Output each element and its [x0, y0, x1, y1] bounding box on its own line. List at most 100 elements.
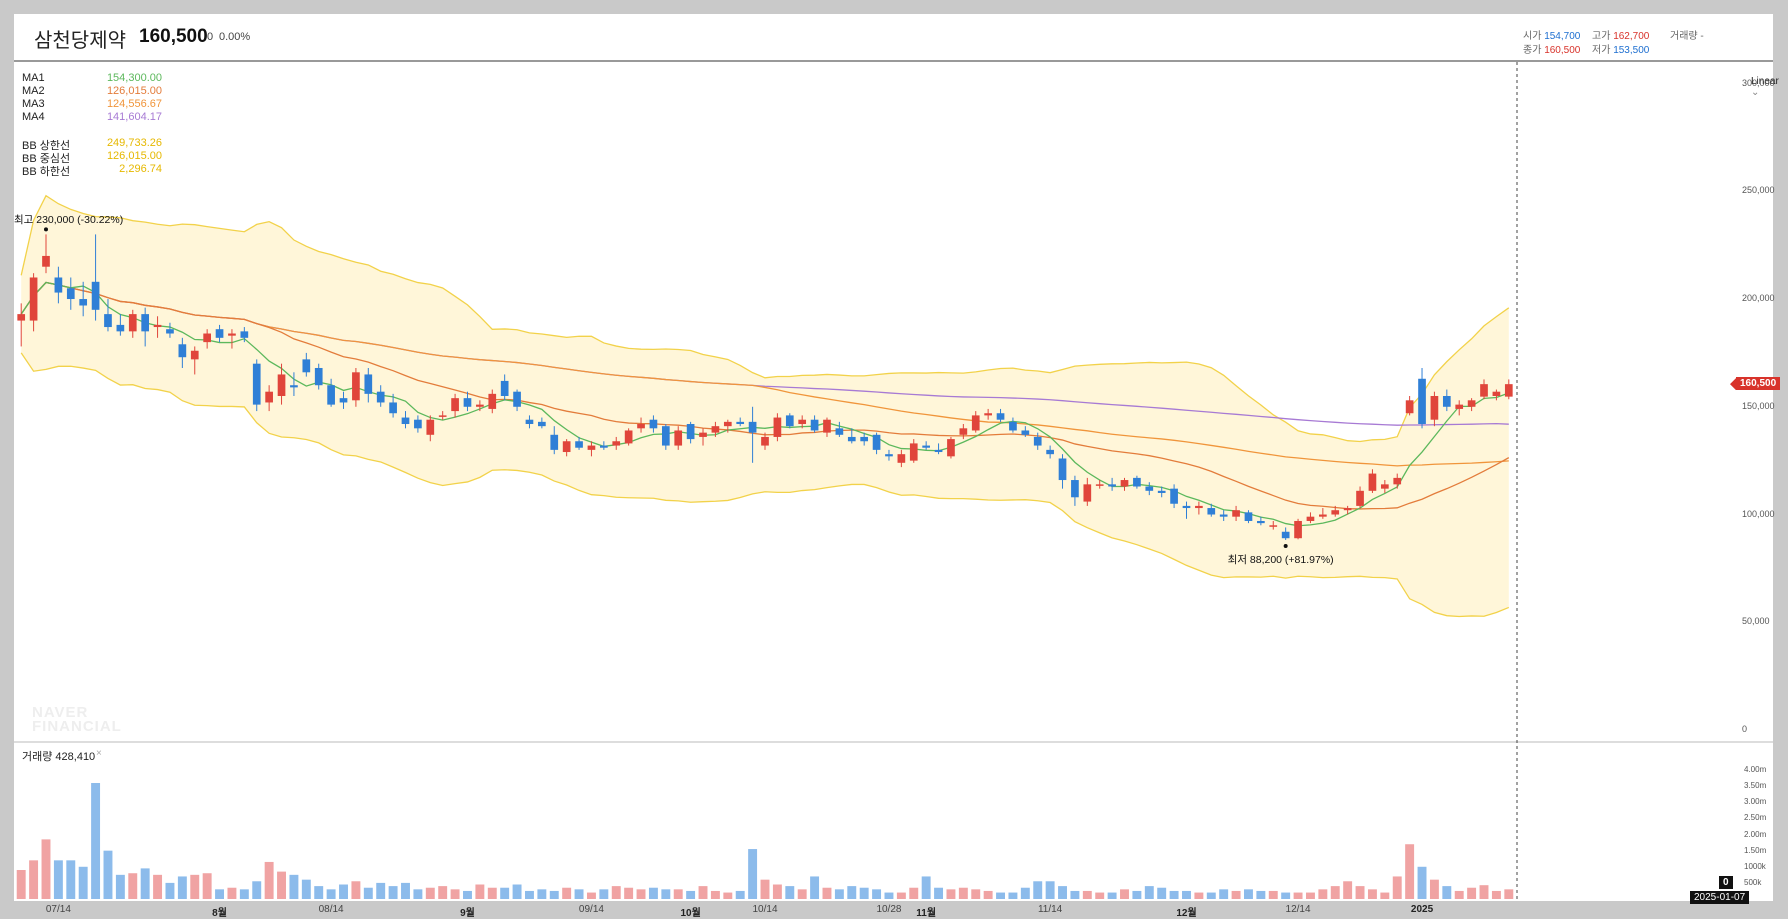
naver-financial-watermark: NAVER FINANCIAL [32, 704, 122, 735]
candle-body [612, 441, 621, 446]
volume-bar [710, 890, 720, 899]
volume-bar [872, 889, 882, 899]
volume-bar [785, 886, 795, 899]
candle-body [785, 415, 794, 427]
volume-bar [1058, 886, 1067, 899]
price-axis-tick: 250,000 [1742, 185, 1775, 196]
volume-bar [797, 889, 807, 899]
chevron-down-icon: ⌄ [1751, 87, 1760, 98]
candle-body [290, 385, 298, 388]
candle-body [166, 329, 174, 334]
candle-body [1182, 505, 1191, 509]
volume-bar [1244, 889, 1253, 899]
volume-bar [810, 876, 820, 899]
volume-bar [487, 887, 497, 899]
volume-bar [1157, 887, 1167, 899]
volume-bar [760, 879, 770, 899]
candle-body [649, 419, 658, 429]
volume-bar [1194, 892, 1204, 899]
volume-bar [450, 889, 460, 899]
legend-item: MA2 126,015.00 [22, 85, 162, 97]
candle-body [798, 419, 807, 425]
candle-body [1071, 480, 1079, 498]
candle-body [364, 374, 373, 394]
volume-bar [153, 874, 163, 899]
candle-body [872, 434, 881, 450]
volume-bar [1343, 881, 1353, 899]
bollinger-band-fill [21, 195, 1509, 617]
current-price: 160,500 [139, 26, 208, 47]
volume-bar [53, 860, 63, 899]
volume-bar [215, 889, 225, 899]
candle-body [401, 417, 410, 425]
bb-upper-line [20, 194, 1510, 443]
volume-bar [115, 874, 125, 899]
volume-bar [351, 881, 361, 899]
candle-body [1393, 477, 1402, 485]
volume-axis-tick: 1.50m [1744, 845, 1767, 855]
volume-bar [239, 889, 249, 899]
high-marker [43, 227, 48, 232]
volume-bar [1392, 876, 1402, 899]
volume-bar [586, 892, 596, 899]
volume-bar [1268, 890, 1278, 899]
scale-toggle-button[interactable]: Linear ⌄ [1751, 76, 1779, 98]
volume-bar [1256, 890, 1266, 899]
candle-body [661, 426, 670, 446]
volume-bar [1293, 892, 1303, 899]
volume-bar [1281, 892, 1291, 899]
volume-bar [1467, 887, 1477, 899]
stock-name: 삼천당제약 [34, 30, 126, 52]
candle-body [1033, 436, 1042, 446]
legend-item: BB 하한선 2,296.74 [22, 163, 162, 178]
candle-body [885, 454, 893, 457]
volume-bar [698, 886, 708, 899]
volume-bar [1107, 892, 1117, 899]
volume-bar [1120, 889, 1129, 899]
high-annotation: 최고 230,000 (-30.22%) [14, 214, 124, 227]
ohlc-1: 종가 160,500 [1523, 45, 1581, 56]
volume-bar [896, 892, 906, 899]
last-price-label: 160,500 [1736, 377, 1781, 391]
volume-bar [413, 889, 423, 899]
volume-bar [648, 887, 658, 899]
volume-bar [1008, 892, 1018, 899]
volume-bar [537, 889, 547, 899]
candle-body [463, 398, 472, 407]
volume-bar [735, 890, 745, 899]
candle-body [1405, 400, 1414, 414]
volume-bar [1144, 886, 1154, 899]
volume-bar [983, 890, 993, 899]
volume-bar [339, 884, 348, 899]
price-axis-tick: 300,000 [1742, 77, 1775, 88]
volume-bar [1405, 844, 1415, 899]
volume-bar [326, 889, 336, 899]
candle-body [66, 288, 75, 300]
candle-body [1368, 473, 1377, 491]
date-axis-tick: 2025 [1410, 904, 1434, 915]
volume-bar [1355, 886, 1365, 899]
volume-bar [1429, 879, 1439, 899]
volume-bar [1367, 889, 1377, 899]
volume-bar [425, 887, 435, 899]
candle-body [302, 359, 311, 373]
volume-bar [1182, 890, 1191, 899]
candle-body [600, 445, 608, 448]
volume-bar [673, 889, 683, 899]
volume-bar [103, 850, 113, 899]
volume-bar [624, 887, 634, 899]
candle-body [847, 436, 856, 442]
date-axis-tick: 12월 [1176, 908, 1197, 919]
volume-bar [847, 886, 857, 899]
date-axis-tick: 8월 [212, 908, 227, 919]
volume-axis-tick: 3.00m [1744, 797, 1767, 807]
date-axis-tick: 12/14 [1285, 904, 1311, 915]
volume-bar [599, 889, 609, 899]
candle-body [1021, 430, 1030, 435]
candle-body [860, 436, 869, 442]
volume-bar [1206, 892, 1216, 899]
candle-body [686, 424, 695, 440]
volume-axis-tick: 500k [1744, 877, 1762, 887]
candle-body [959, 428, 968, 435]
candle-body [54, 277, 63, 293]
